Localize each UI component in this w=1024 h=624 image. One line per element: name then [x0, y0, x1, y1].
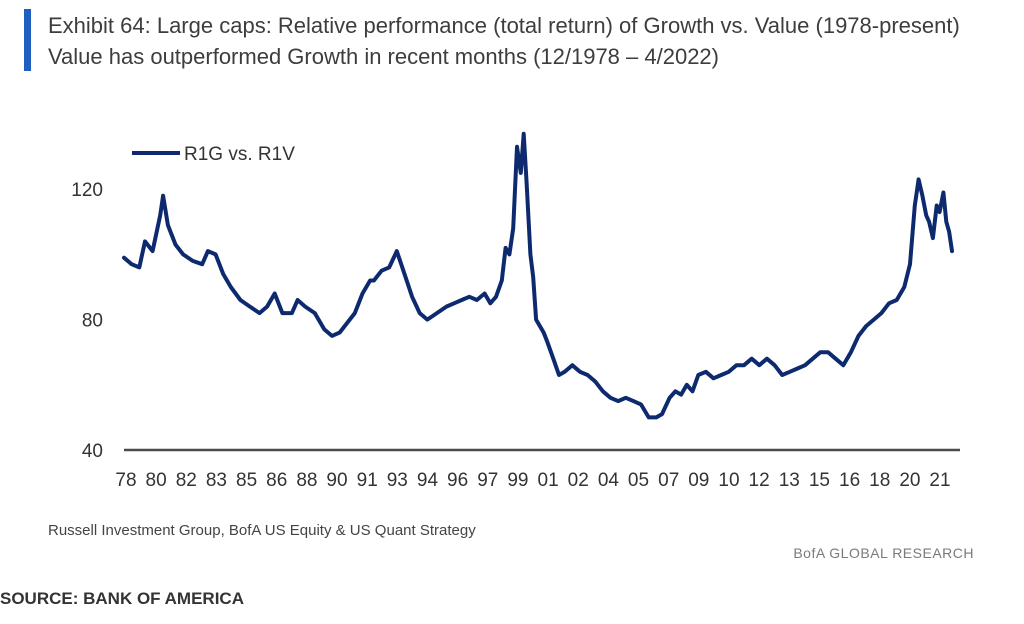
x-tick-label: 80 [146, 470, 167, 491]
x-tick-label: 91 [357, 470, 378, 491]
x-tick-label: 93 [387, 470, 408, 491]
title-accent-bar [24, 9, 31, 71]
y-tick-label: 40 [82, 441, 103, 462]
x-tick-label: 18 [869, 470, 890, 491]
y-tick-label: 80 [82, 311, 103, 332]
x-tick-label: 20 [899, 470, 920, 491]
x-axis-ticks: 78 80 82 83 85 86 88 90 91 93 94 96 97 99 01 02 04 05 07 09… [115, 470, 950, 491]
x-tick-label: 90 [326, 470, 347, 491]
chart-subtitle: Value has outperformed Growth in recent … [48, 44, 719, 69]
x-tick-label: 09 [688, 470, 709, 491]
x-tick-label: 83 [206, 470, 227, 491]
x-tick-label: 99 [507, 470, 528, 491]
x-tick-label: 05 [628, 470, 649, 491]
x-tick-label: 04 [598, 470, 620, 491]
brand-label: BofA GLOBAL RESEARCH [793, 545, 974, 561]
series-line-r1g-vs-r1v [122, 131, 954, 420]
chart-title: Exhibit 64: Large caps: Relative perform… [48, 13, 960, 38]
x-tick-label: 94 [417, 470, 439, 491]
x-tick-label: 21 [929, 470, 950, 491]
y-axis-ticks: 40 80 120 [71, 180, 103, 462]
footer-source: SOURCE: BANK OF AMERICA [0, 589, 244, 608]
y-tick-label: 120 [71, 180, 103, 201]
x-tick-label: 97 [477, 470, 498, 491]
x-tick-label: 86 [266, 470, 287, 491]
x-tick-label: 07 [658, 470, 679, 491]
x-tick-label: 16 [839, 470, 860, 491]
x-tick-label: 15 [809, 470, 830, 491]
legend-label: R1G vs. R1V [184, 144, 295, 165]
x-tick-label: 85 [236, 470, 257, 491]
x-tick-label: 12 [749, 470, 770, 491]
x-tick-label: 01 [538, 470, 559, 491]
x-tick-label: 82 [176, 470, 197, 491]
x-tick-label: 10 [718, 470, 739, 491]
x-tick-label: 78 [115, 470, 136, 491]
x-tick-label: 13 [779, 470, 800, 491]
x-tick-label: 88 [296, 470, 317, 491]
legend: R1G vs. R1V [132, 144, 295, 165]
x-tick-label: 02 [568, 470, 589, 491]
source-note: Russell Investment Group, BofA US Equity… [48, 522, 476, 539]
x-tick-label: 96 [447, 470, 468, 491]
